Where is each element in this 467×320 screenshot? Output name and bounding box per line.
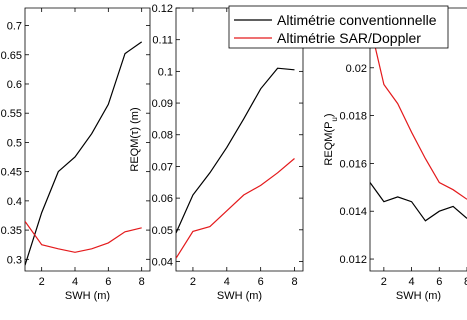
legend: Altimétrie conventionnelle Altimétrie SA… xyxy=(228,5,449,49)
x-tick-label: 2 xyxy=(190,276,196,288)
chart-panel-1: 2 4 6 8 0.3 0.35 0.4 0.45 0.5 0.55 0.6 0.65 0.7 SWH (… xyxy=(1,7,151,302)
y-tick-label: 0.02 xyxy=(346,63,367,75)
series-line-sar xyxy=(370,24,467,200)
y-tick-label: 0.06 xyxy=(152,193,173,205)
x-tick-label: 2 xyxy=(381,276,387,288)
chart-panels: 2 4 6 8 0.3 0.35 0.4 0.45 0.5 0.55 0.6 0.65 0.7 SWH (… xyxy=(1,3,467,302)
y-tick-label: 0.35 xyxy=(1,225,22,237)
x-tick-label: 8 xyxy=(139,276,145,288)
series-line-conventional xyxy=(25,41,143,266)
x-tick-label: 6 xyxy=(436,276,442,288)
legend-box xyxy=(228,5,449,49)
y-tick-label: 0.5 xyxy=(7,137,22,149)
x-tick-label: 8 xyxy=(464,276,467,288)
y-tick-label: 0.09 xyxy=(152,98,173,110)
y-tick-label: 0.12 xyxy=(152,3,173,15)
x-tick-label: 2 xyxy=(39,276,45,288)
y-tick-label: 0.05 xyxy=(152,225,173,237)
y-tick-label: 0.65 xyxy=(1,50,22,62)
x-tick-label: 6 xyxy=(258,276,264,288)
x-tick-label: 4 xyxy=(409,276,415,288)
x-tick-label: 6 xyxy=(105,276,111,288)
x-axis-label: SWH (m) xyxy=(396,290,441,302)
y-tick-label: 0.018 xyxy=(339,111,367,123)
x-tick-label: 8 xyxy=(291,276,297,288)
y-tick-label: 0.7 xyxy=(7,21,22,33)
y-tick-label: 0.016 xyxy=(339,158,367,170)
y-tick-label: 0.45 xyxy=(1,167,22,179)
y-tick-label: 0.07 xyxy=(152,161,173,173)
series-line-sar xyxy=(25,220,142,253)
y-tick-label: 0.014 xyxy=(339,206,367,218)
series-line-sar xyxy=(176,158,295,259)
legend-label-conventional: Altimétrie conventionnelle xyxy=(277,12,437,28)
y-tick-label: 0.04 xyxy=(152,256,173,268)
y-tick-label: 0.08 xyxy=(152,130,173,142)
x-axis-label: SWH (m) xyxy=(65,290,110,302)
series-line-conventional xyxy=(370,182,467,222)
legend-label-sar: Altimétrie SAR/Doppler xyxy=(277,30,421,46)
y-tick-label: 0.3 xyxy=(7,254,22,266)
y-tick-label: 0.012 xyxy=(339,254,367,266)
y-tick-label: 0.55 xyxy=(1,108,22,120)
y-tick-label: 0.4 xyxy=(7,196,22,208)
y-axis-label: REQM(Pu) xyxy=(323,113,339,165)
y-tick-label: 0.1 xyxy=(158,66,173,78)
y-tick-label: 0.11 xyxy=(152,35,173,47)
y-tick-label: 0.6 xyxy=(7,79,22,91)
x-axis-label: SWH (m) xyxy=(217,290,262,302)
chart-panel-2: 2 4 6 8 0.04 0.05 0.06 0.07 0.08 0.09 0.1 0.11 0.12 S… xyxy=(129,3,304,302)
series-line-conventional xyxy=(176,67,295,234)
x-tick-label: 4 xyxy=(72,276,78,288)
y-axis-label: REQM(τ) (m) xyxy=(129,107,141,171)
x-tick-label: 4 xyxy=(224,276,230,288)
